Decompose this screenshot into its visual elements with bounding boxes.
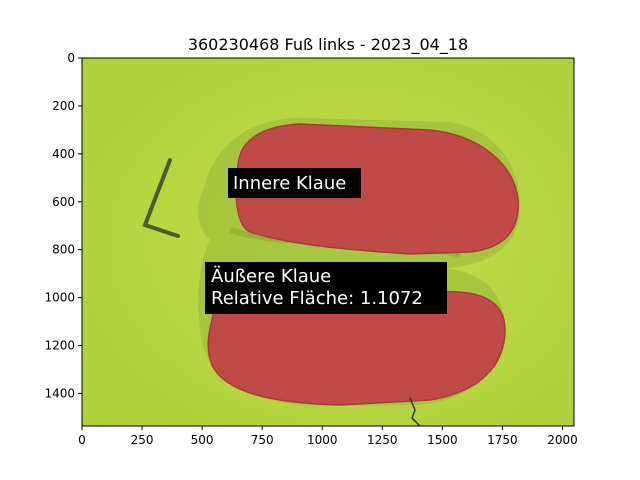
y-axis: 0 200 400 600 800 1000 1200 1400	[44, 51, 82, 400]
x-tick-label: 1250	[367, 433, 398, 447]
x-tick-label: 1500	[427, 433, 458, 447]
y-tick-label: 1200	[44, 339, 75, 353]
x-tick-label: 1750	[487, 433, 518, 447]
x-tick-label: 2000	[547, 433, 578, 447]
outer-claw-label: Äußere Klaue Relative Fläche: 1.1072	[205, 262, 447, 314]
photo-image	[82, 58, 574, 426]
x-tick-label: 750	[251, 433, 274, 447]
inner-claw-label: Innere Klaue	[228, 168, 361, 198]
outer-claw-label-line2: Relative Fläche: 1.1072	[211, 288, 423, 309]
inner-claw-label-bg	[228, 168, 361, 198]
marker-stroke	[142, 158, 180, 238]
x-tick-label: 500	[191, 433, 214, 447]
y-tick-label: 600	[52, 195, 75, 209]
x-tick-label: 250	[131, 433, 154, 447]
x-axis: 0 250 500 750 1000 1250 1500 1750 2000	[78, 426, 578, 447]
x-tick-label: 1000	[307, 433, 338, 447]
inner-claw-region	[235, 123, 519, 255]
y-tick-label: 1000	[44, 291, 75, 305]
inner-claw-label-text: Innere Klaue	[233, 173, 346, 194]
outer-claw-label-bg	[205, 262, 447, 314]
axes-frame	[81, 57, 575, 427]
y-tick-label: 1400	[44, 386, 75, 400]
crack-line	[409, 397, 421, 426]
y-tick-label: 400	[52, 147, 75, 161]
x-tick-label: 0	[78, 433, 86, 447]
outer-claw-label-line1: Äußere Klaue	[211, 266, 331, 287]
y-tick-label: 200	[52, 99, 75, 113]
y-tick-label: 800	[52, 243, 75, 257]
plot-title: 360230468 Fuß links - 2023_04_18	[188, 35, 468, 55]
y-tick-label: 0	[67, 51, 75, 65]
